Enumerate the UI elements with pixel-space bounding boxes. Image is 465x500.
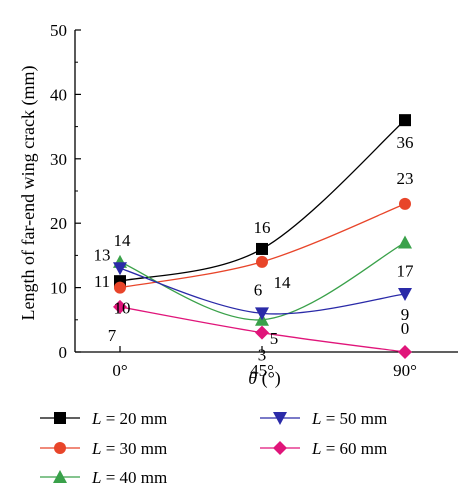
data-point-s1-2: [256, 242, 268, 255]
legend-marker-4: [273, 412, 287, 425]
data-label-s4-2: 6: [254, 280, 263, 299]
y-tick-label: 20: [50, 214, 67, 233]
data-point-s3-3: [398, 235, 412, 249]
data-point-s4-3: [398, 288, 412, 302]
y-tick-label: 10: [50, 279, 67, 298]
data-labels: 11 16 36 10 14 23 14 5 17 13 6 9 7 3 0: [94, 133, 415, 365]
data-label-s4-1: 13: [94, 245, 111, 264]
data-label-s2-3: 23: [397, 169, 414, 188]
data-point-s2-2: [256, 255, 268, 268]
data-point-s2-3: [399, 197, 411, 210]
x-tick-label: 90°: [393, 361, 417, 380]
data-label-s5-1: 7: [108, 326, 117, 345]
x-tick-label: 0°: [112, 361, 127, 380]
legend-label-4: L = 50 mm: [311, 409, 387, 428]
data-point-s2-1: [114, 281, 126, 294]
x-tick-label: 45°: [250, 361, 274, 380]
data-point-s4-2: [255, 307, 269, 321]
legend-marker-3: [53, 470, 67, 483]
data-point-s1-3: [399, 114, 411, 127]
data-label-s3-1: 14: [114, 231, 132, 250]
legend-marker-2: [54, 442, 66, 454]
data-label-s3-2: 5: [270, 329, 279, 348]
data-point-s5-1: [113, 299, 127, 314]
series-markers: [113, 114, 412, 359]
legend-label-1: L = 20 mm: [91, 409, 167, 428]
data-label-s2-2: 14: [274, 273, 292, 292]
legend-label-2: L = 30 mm: [91, 439, 167, 458]
data-label-s1-1: 11: [94, 272, 110, 291]
chart-legend: L = 20 mm L = 30 mm L = 40 mm L = 50 mm L = …: [40, 409, 387, 487]
legend-label-5: L = 60 mm: [311, 439, 387, 458]
x-axis-title: θ (°): [248, 368, 281, 389]
data-point-s5-2: [255, 325, 269, 340]
data-label-s2-1: 10: [114, 299, 131, 318]
y-tick-label: 50: [50, 21, 67, 40]
data-label-s1-3: 36: [397, 133, 414, 152]
legend-marker-5: [273, 441, 287, 455]
y-axis-title: Length of far-end wing crack (mm): [18, 65, 39, 320]
data-label-s5-2: 3: [258, 346, 267, 365]
y-tick-label: 30: [50, 150, 67, 169]
y-tick-label: 40: [50, 85, 67, 104]
data-label-s1-2: 16: [254, 218, 271, 237]
data-label-s4-3: 9: [401, 305, 410, 324]
data-label-s5-3: 0: [401, 319, 410, 338]
data-label-s3-3: 17: [397, 262, 415, 281]
y-tick-label: 0: [59, 343, 68, 362]
data-point-s5-3: [398, 345, 412, 359]
legend-label-3: L = 40 mm: [91, 468, 167, 487]
data-point-s4-1: [113, 262, 127, 276]
legend-marker-1: [54, 412, 66, 424]
